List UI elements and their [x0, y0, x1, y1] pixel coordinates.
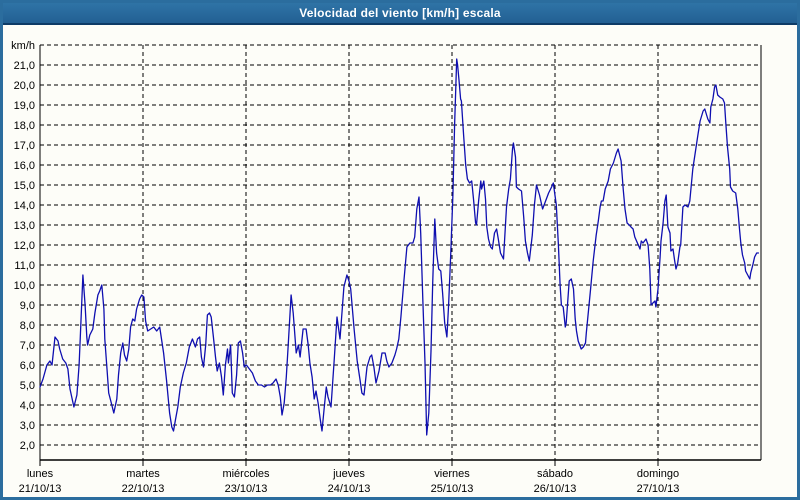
wind-speed-chart: km/h 21,0 20,0 19,0 18,0 17,0 16,0 15,0 14,0 13,0…: [11, 40, 762, 495]
x-axis-day-label: miércoles: [222, 468, 270, 480]
title-bar: Velocidad del viento [km/h] escala: [3, 3, 797, 25]
chart-title: Velocidad del viento [km/h] escala: [299, 6, 501, 20]
y-axis-tick-label: 16,0: [14, 160, 35, 172]
y-axis-tick-label: 14,0: [14, 200, 35, 212]
x-axis-date-label: 27/10/13: [637, 483, 680, 495]
y-axis-tick-label: 10,0: [14, 280, 35, 292]
y-axis-tick-label: 11,0: [14, 260, 35, 272]
y-axis-tick-label: 18,0: [14, 120, 35, 132]
x-axis-day-label: lunes: [27, 468, 54, 480]
y-axis-tick-label: 9,0: [20, 300, 35, 312]
x-axis-day-label: martes: [126, 468, 160, 480]
y-axis-tick-label: 4,0: [20, 400, 35, 412]
x-axis-day-label: viernes: [434, 468, 470, 480]
x-axis-date-label: 26/10/13: [534, 483, 577, 495]
y-axis-tick-label: 20,0: [14, 80, 35, 92]
y-axis-tick-label: 7,0: [20, 340, 35, 352]
y-axis-tick-label: 8,0: [20, 320, 35, 332]
y-axis-tick-label: 17,0: [14, 140, 35, 152]
y-axis-tick-label: 2,0: [20, 440, 35, 452]
wind-speed-line: [39, 58, 760, 436]
x-axis-date-label: 24/10/13: [328, 483, 371, 495]
y-axis-tick-label: 21,0: [14, 60, 35, 72]
y-axis-tick-label: 15,0: [14, 180, 35, 192]
x-axis-day-label: jueves: [332, 468, 365, 480]
y-axis-unit-label: km/h: [11, 40, 35, 52]
y-axis-tick-label: 12,0: [14, 240, 35, 252]
chart-container: km/h 21,0 20,0 19,0 18,0 17,0 16,0 15,0 14,0 13,0…: [3, 25, 797, 497]
y-axis-tick-label: 3,0: [20, 420, 35, 432]
x-axis-date-label: 21/10/13: [19, 483, 62, 495]
y-axis-tick-label: 13,0: [14, 220, 35, 232]
y-axis-tick-label: 19,0: [14, 100, 35, 112]
x-axis-date-label: 23/10/13: [225, 483, 268, 495]
x-axis-day-label: sábado: [537, 468, 573, 480]
x-axis-date-label: 25/10/13: [431, 483, 474, 495]
x-axis-date-label: 22/10/13: [122, 483, 165, 495]
x-axis-day-label: domingo: [637, 468, 679, 480]
y-axis-tick-label: 5,0: [20, 380, 35, 392]
y-axis-tick-label: 6,0: [20, 360, 35, 372]
